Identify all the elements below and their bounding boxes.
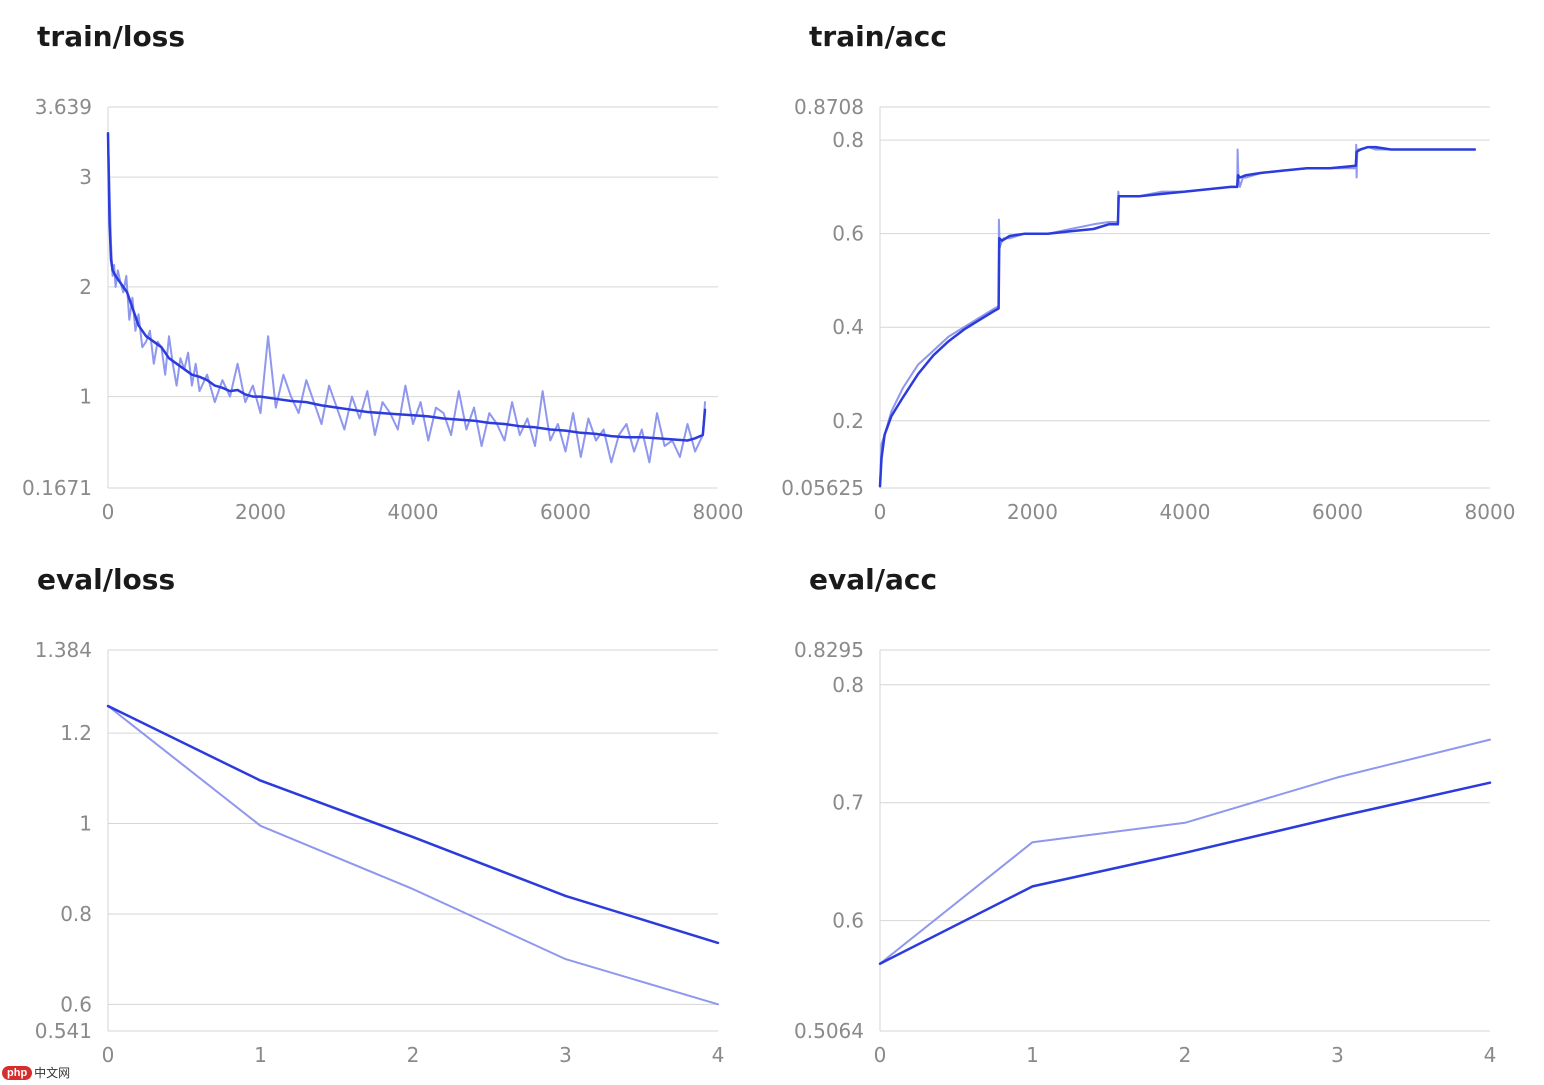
chart-panel-eval-acc: eval/acc 0.5064 0.6 0.7 0.8 0.8295 0 1 2 3 4 [772, 543, 1544, 1085]
series-line-raw [107, 132, 706, 464]
chart-eval-loss: 0.541 0.6 0.8 1 1.2 1.384 0 1 2 3 4 [35, 638, 725, 1067]
x-tick-label: 8000 [1465, 500, 1516, 524]
series-line-smoothed [106, 131, 707, 442]
y-tick-label: 0.8 [60, 902, 92, 926]
x-tick-label: 8000 [693, 500, 744, 524]
y-tick-label: 0.05625 [781, 476, 864, 500]
y-tick-label: 0.8 [832, 673, 864, 697]
x-tick-label: 1 [254, 1043, 267, 1067]
chart-panel-eval-loss: eval/loss 0.541 0.6 0.8 1 1.2 1.384 0 1 2 3 4 [0, 543, 772, 1085]
y-tick-label: 0.6 [832, 222, 864, 246]
series-line-smoothed [106, 704, 720, 945]
x-tick-label: 6000 [1312, 500, 1363, 524]
y-tick-label: 3 [79, 165, 92, 189]
x-tick-label: 1 [1026, 1043, 1039, 1067]
y-tick-label: 2 [79, 275, 92, 299]
y-tick-label: 1.2 [60, 721, 92, 745]
x-tick-label: 3 [1331, 1043, 1344, 1067]
y-tick-label: 0.8708 [794, 95, 864, 119]
series-line-smoothed [878, 781, 1492, 965]
chart-title: eval/acc [809, 563, 938, 596]
x-tick-label: 4 [712, 1043, 725, 1067]
watermark: php 中文网 [2, 1064, 70, 1081]
x-tick-label: 6000 [540, 500, 591, 524]
y-tick-label: 0.1671 [22, 476, 92, 500]
x-tick-label: 4 [1484, 1043, 1497, 1067]
series-line-raw [107, 705, 719, 1006]
y-tick-label: 0.6 [832, 909, 864, 933]
chart-panel-train-loss: train/loss 0.1671 1 2 3 3.639 0 2000 4000 6000 80… [0, 0, 772, 543]
chart-title: eval/loss [37, 563, 176, 596]
x-tick-label: 4000 [1160, 500, 1211, 524]
x-tick-label: 0 [874, 1043, 887, 1067]
x-tick-label: 0 [102, 1043, 115, 1067]
chart-train-loss: 0.1671 1 2 3 3.639 0 2000 4000 6000 8000 [22, 95, 744, 524]
watermark-logo: php [2, 1065, 33, 1080]
y-tick-label: 0.2 [832, 409, 864, 433]
chart-panel-train-acc: train/acc 0.05625 0.2 0.4 0.6 0.8 0.8708 0 2000… [772, 0, 1544, 543]
y-tick-label: 1.384 [35, 638, 92, 662]
x-tick-label: 0 [874, 500, 887, 524]
x-tick-label: 2 [407, 1043, 420, 1067]
y-tick-label: 1 [79, 812, 92, 836]
y-tick-label: 0.8295 [794, 638, 864, 662]
y-tick-label: 3.639 [35, 95, 92, 119]
y-tick-label: 0.7 [832, 791, 864, 815]
series-line-smoothed [878, 145, 1477, 488]
x-tick-label: 0 [102, 500, 115, 524]
x-tick-label: 2000 [235, 500, 286, 524]
y-tick-label: 0.8 [832, 128, 864, 152]
series-line-raw [879, 143, 1476, 488]
chart-eval-acc: 0.5064 0.6 0.7 0.8 0.8295 0 1 2 3 4 [794, 638, 1497, 1067]
y-tick-label: 0.541 [35, 1019, 92, 1043]
y-tick-label: 0.5064 [794, 1019, 864, 1043]
x-tick-label: 2000 [1007, 500, 1058, 524]
chart-title: train/acc [809, 20, 947, 53]
y-tick-label: 0.6 [60, 992, 92, 1016]
series-line-raw [879, 738, 1491, 965]
x-tick-label: 4000 [388, 500, 439, 524]
chart-train-acc: 0.05625 0.2 0.4 0.6 0.8 0.8708 0 2000 4000 6000 80… [781, 95, 1516, 524]
x-tick-label: 2 [1179, 1043, 1192, 1067]
y-tick-label: 1 [79, 385, 92, 409]
watermark-text: 中文网 [34, 1066, 71, 1080]
x-tick-label: 3 [559, 1043, 572, 1067]
y-tick-label: 0.4 [832, 315, 864, 339]
chart-title: train/loss [37, 20, 186, 53]
